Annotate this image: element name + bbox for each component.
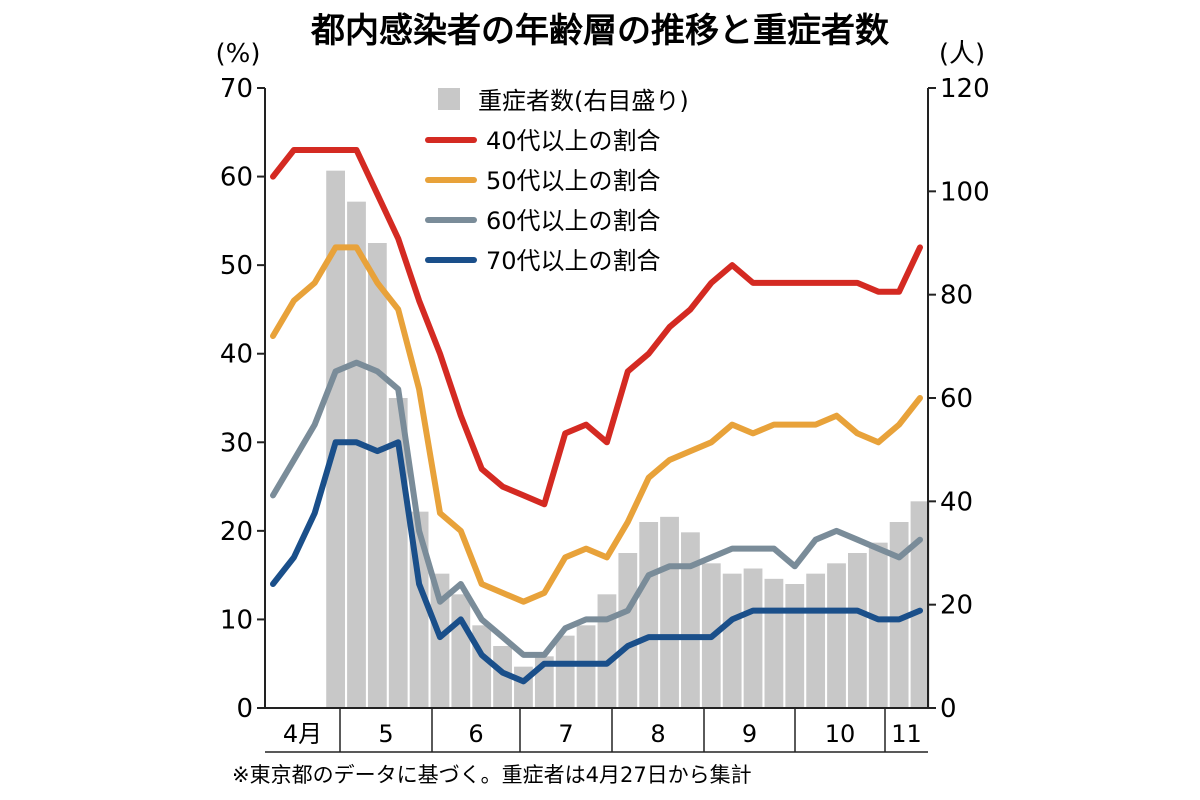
bar-severe-31 <box>910 501 930 708</box>
axes: 0 10 20 30 40 50 60 70 0 20 40 60 80 100 120 4月 5 6 7 8 9 10 1… <box>220 74 990 753</box>
bar-severe-16 <box>597 594 617 708</box>
bar-severe-27 <box>827 563 846 708</box>
severe-bars <box>326 170 930 708</box>
bar-severe-23 <box>743 568 763 708</box>
month-label: 6 <box>468 720 483 748</box>
bar-severe-19 <box>660 516 679 708</box>
y-right-tick-label: 40 <box>940 487 973 517</box>
bar-severe-29 <box>868 542 888 708</box>
month-label: 5 <box>378 720 393 748</box>
bar-severe-24 <box>764 578 784 708</box>
series-line-3 <box>270 439 923 685</box>
y-right-tick-label: 60 <box>940 384 973 414</box>
legend-label-0: 40代以上の割合 <box>486 127 661 155</box>
month-label: 9 <box>742 720 757 748</box>
legend-swatch-bars <box>438 88 460 110</box>
bar-severe-14 <box>555 635 575 708</box>
footnote: ※東京都のデータに基づく。重症者は4月27日から集計 <box>232 763 752 787</box>
series-line-1 <box>270 244 923 605</box>
bar-severe-22 <box>722 573 742 708</box>
y-left-tick-label: 60 <box>220 163 253 193</box>
y-left-unit: (%) <box>216 39 261 69</box>
series-line-2 <box>270 359 923 658</box>
month-label: 10 <box>825 720 856 748</box>
bar-severe-18 <box>639 522 659 708</box>
series-line-0 <box>270 147 923 508</box>
series-lines <box>270 147 923 685</box>
legend: 重症者数(右目盛り) 40代以上の割合 50代以上の割合 60代以上の割合 70代以上の… <box>425 87 689 275</box>
month-label: 11 <box>891 720 922 748</box>
legend-label-3: 70代以上の割合 <box>486 247 661 275</box>
month-label: 7 <box>558 720 573 748</box>
bar-severe-25 <box>785 584 805 708</box>
y-right-tick-label: 0 <box>940 694 957 724</box>
y-left-tick-label: 20 <box>220 517 253 547</box>
bar-severe-5 <box>367 243 387 708</box>
y-right-tick-label: 20 <box>940 591 973 621</box>
bar-severe-20 <box>681 532 700 708</box>
y-right-tick-label: 80 <box>940 281 973 311</box>
y-left-tick-label: 40 <box>220 340 253 370</box>
month-label: 8 <box>650 720 665 748</box>
bar-severe-8 <box>430 573 450 708</box>
bar-severe-28 <box>847 553 867 708</box>
y-left-tick-label: 30 <box>220 428 253 458</box>
bar-severe-26 <box>806 573 826 708</box>
bar-severe-11 <box>493 646 512 708</box>
y-right-unit: (人) <box>939 39 985 69</box>
legend-label-2: 60代以上の割合 <box>486 207 661 235</box>
legend-label-bars: 重症者数(右目盛り) <box>478 87 689 115</box>
y-left-tick-label: 70 <box>220 74 253 104</box>
bar-severe-4 <box>347 201 366 708</box>
y-left-tick-label: 0 <box>236 694 253 724</box>
chart-title: 都内感染者の年齢層の推移と重症者数 <box>310 11 889 51</box>
y-left-tick-label: 50 <box>220 251 253 281</box>
bar-severe-30 <box>889 522 909 708</box>
bar-severe-10 <box>472 625 492 708</box>
y-right-tick-label: 100 <box>940 177 990 207</box>
y-right-tick-label: 120 <box>940 74 990 104</box>
legend-label-1: 50代以上の割合 <box>486 167 661 195</box>
bar-severe-17 <box>618 553 638 708</box>
month-label: 4月 <box>283 720 322 748</box>
y-left-tick-label: 10 <box>220 605 253 635</box>
bar-severe-9 <box>451 594 471 708</box>
